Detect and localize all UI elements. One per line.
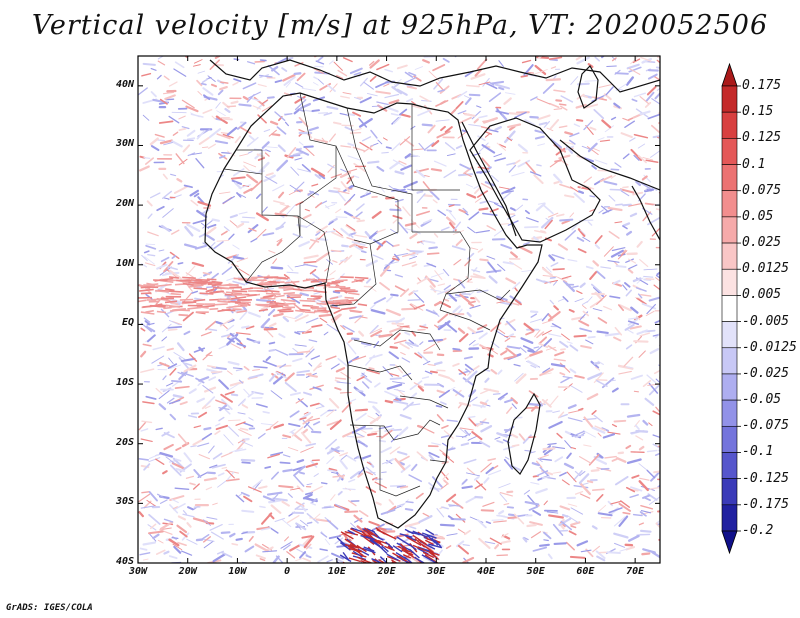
colorbar-segment [721, 504, 738, 532]
lon-tick-label: 10W [228, 566, 247, 577]
lon-tick-label: 0 [284, 566, 291, 577]
colorbar-segment [721, 242, 738, 270]
lat-tick-label: 20N [115, 198, 134, 210]
lon-tick-label: 30W [128, 566, 148, 577]
lat-tick-label: 30S [115, 496, 134, 508]
lat-tick-label: 10S [115, 377, 134, 389]
axis-ticks [137, 56, 660, 564]
country-borders [223, 92, 511, 497]
velocity-field [138, 56, 660, 563]
caspian-coastline [577, 65, 599, 109]
colorbar-level-label: -0.1 [742, 444, 774, 460]
arabia-coastline [469, 117, 601, 243]
colorbar-level-label: 0.15 [742, 104, 774, 120]
colorbar-level-label: 0.025 [742, 235, 782, 251]
colorbar [721, 62, 741, 555]
colorbar-level-label: -0.0125 [742, 339, 797, 355]
lon-tick-label: 30E [427, 566, 446, 577]
colorbar-level-label: -0.005 [742, 313, 789, 329]
colorbar-segment [721, 425, 738, 453]
colorbar-max-arrow [721, 62, 738, 87]
colorbar-segment [721, 399, 738, 427]
lon-tick-label: 20E [377, 566, 396, 577]
colorbar-level-label: 0.075 [742, 182, 782, 198]
colorbar-segment [721, 347, 738, 375]
lat-tick-label: 40S [115, 556, 134, 567]
colorbar-level-label: -0.2 [742, 523, 774, 538]
lon-tick-label: 40E [476, 566, 496, 577]
colorbar-min-arrow [721, 530, 738, 555]
map-frame [137, 55, 661, 564]
colorbar-level-label: 0.175 [742, 78, 782, 93]
lat-tick-label: 20S [115, 436, 134, 448]
colorbar-segment [721, 268, 738, 296]
colorbar-segment [721, 452, 738, 479]
coastlines [204, 59, 660, 529]
colorbar-segment [721, 478, 738, 506]
lat-tick-label: 10N [115, 257, 134, 269]
colorbar-segment [721, 111, 738, 139]
colorbar-level-label: -0.075 [742, 418, 789, 434]
colorbar-segment [721, 138, 738, 165]
madagascar-coastline [507, 392, 541, 475]
red-sea [461, 121, 517, 237]
lat-tick-label: EQ [121, 317, 134, 329]
colorbar-segment [721, 85, 738, 113]
colorbar-level-label: 0.0125 [742, 261, 789, 277]
colorbar-segment [721, 373, 738, 401]
lat-tick-label: 30N [115, 138, 134, 150]
colorbar-level-label: -0.025 [742, 365, 789, 381]
lon-tick-label: 10E [327, 566, 346, 577]
lon-tick-label: 60E [576, 566, 595, 577]
colorbar-segment [721, 295, 738, 322]
credit-text: GrADS: IGES/COLA [6, 603, 93, 613]
colorbar-level-label: 0.1 [742, 156, 766, 172]
colorbar-level-label: 0.005 [742, 287, 782, 303]
lat-tick-label: 40N [115, 78, 134, 90]
colorbar-level-label: -0.125 [742, 470, 789, 486]
colorbar-segment [721, 190, 738, 218]
map-title: Vertical velocity [m/s] at 925hPa, VT: 2… [31, 10, 769, 41]
europe-coastline [209, 59, 660, 93]
colorbar-segment [721, 164, 738, 192]
colorbar-level-label: 0.125 [742, 130, 782, 146]
lon-tick-label: 20W [178, 566, 197, 577]
india-coastline [631, 185, 660, 241]
colorbar-segment [721, 321, 738, 349]
africa-coastline [204, 92, 543, 529]
lon-tick-label: 50E [526, 566, 545, 577]
colorbar-segment [721, 216, 738, 244]
colorbar-level-label: 0.05 [742, 208, 774, 224]
colorbar-level-label: -0.05 [742, 392, 782, 408]
lon-tick-label: 70E [626, 566, 645, 577]
iran-coastline [559, 139, 660, 191]
colorbar-level-label: -0.175 [742, 496, 789, 512]
